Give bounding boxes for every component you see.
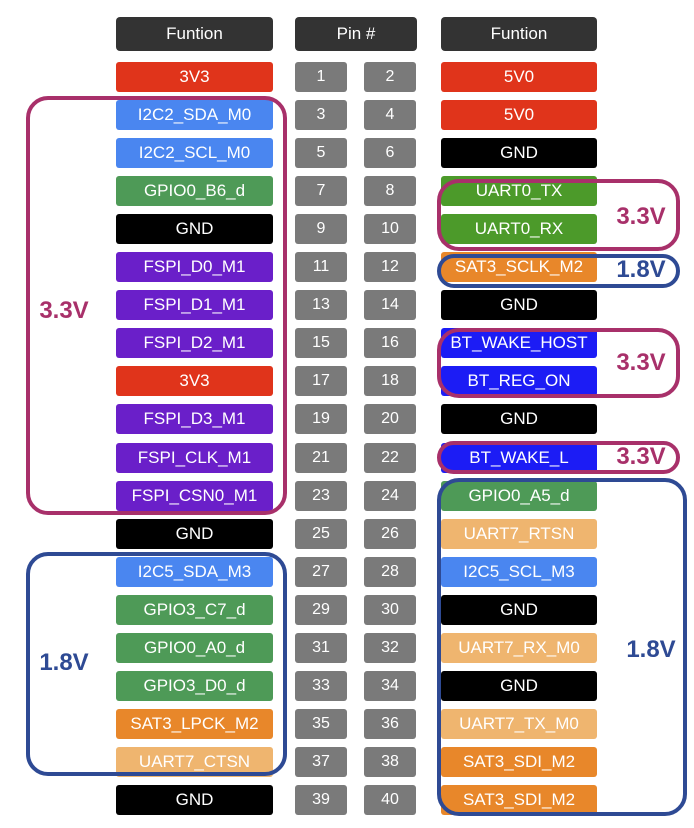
pin-number: 6 xyxy=(364,138,416,169)
header-function: Funtion xyxy=(116,17,273,51)
voltage-label: 3.3V xyxy=(616,443,666,470)
pin-number: 19 xyxy=(295,404,347,435)
function-label: GND xyxy=(116,518,273,549)
voltage-label: 3.3V xyxy=(616,349,666,376)
voltage-group xyxy=(437,328,680,398)
function-label: GND xyxy=(441,290,597,321)
function-label: I2C5_SDA_M3 xyxy=(116,556,273,587)
voltage-group xyxy=(26,96,287,515)
voltage-label: 1.8V xyxy=(626,636,676,663)
function-label: GND xyxy=(441,138,597,169)
pin-number: 32 xyxy=(364,632,416,663)
pin-number: 8 xyxy=(364,176,416,207)
function-label: UART7_CTSN xyxy=(116,746,273,777)
pin-number: 33 xyxy=(295,670,347,701)
function-label: FSPI_CLK_M1 xyxy=(116,442,273,473)
function-label: GPIO3_C7_d xyxy=(116,594,273,625)
pin-number: 14 xyxy=(364,290,416,321)
pin-number: 30 xyxy=(364,594,416,625)
pin-number: 31 xyxy=(295,632,347,663)
voltage-group xyxy=(26,552,287,776)
pin-number: 4 xyxy=(364,100,416,131)
pin-number: 23 xyxy=(295,480,347,511)
function-label: GPIO0_A0_d xyxy=(116,632,273,663)
pin-number: 1 xyxy=(295,62,347,92)
pin-number: 10 xyxy=(364,214,416,245)
function-label: SAT3_SDI_M2 xyxy=(441,746,597,777)
pin-number: 25 xyxy=(295,518,347,549)
function-label: FSPI_CSN0_M1 xyxy=(116,480,273,511)
function-label: SAT3_LPCK_M2 xyxy=(116,708,273,739)
pin-number: 34 xyxy=(364,670,416,701)
pin-number: 2 xyxy=(364,62,416,92)
function-label: I2C5_SCL_M3 xyxy=(441,556,597,587)
function-label: UART0_RX xyxy=(441,214,597,245)
pin-number: 28 xyxy=(364,556,416,587)
function-label: SAT3_SDI_M2 xyxy=(441,784,597,815)
pin-number: 13 xyxy=(295,290,347,321)
function-label: GPIO3_D0_d xyxy=(116,670,273,701)
voltage-group xyxy=(437,478,687,816)
function-label: BT_REG_ON xyxy=(441,366,597,397)
pin-number: 22 xyxy=(364,442,416,473)
voltage-label: 3.3V xyxy=(616,203,666,230)
pin-number: 26 xyxy=(364,518,416,549)
pin-number: 20 xyxy=(364,404,416,435)
voltage-group xyxy=(437,179,680,251)
function-label: GND xyxy=(116,214,273,245)
function-label: GPIO0_B6_d xyxy=(116,176,273,207)
pin-number: 29 xyxy=(295,594,347,625)
pin-number: 12 xyxy=(364,252,416,283)
function-label: 5V0 xyxy=(441,100,597,131)
pin-number: 5 xyxy=(295,138,347,169)
function-label: BT_WAKE_HOST xyxy=(441,328,597,359)
function-label: UART7_RTSN xyxy=(441,518,597,549)
pin-number: 18 xyxy=(364,366,416,397)
pin-number: 3 xyxy=(295,100,347,131)
function-label: GND xyxy=(441,404,597,435)
header-pin: Pin # xyxy=(295,17,417,51)
pin-number: 38 xyxy=(364,746,416,777)
header-function: Funtion xyxy=(441,17,597,51)
voltage-label: 1.8V xyxy=(616,256,666,283)
voltage-group xyxy=(437,441,680,474)
function-label: FSPI_D2_M1 xyxy=(116,328,273,359)
pin-number: 35 xyxy=(295,708,347,739)
function-label: GND xyxy=(441,670,597,701)
pin-number: 9 xyxy=(295,214,347,245)
function-label: GND xyxy=(441,594,597,625)
voltage-group xyxy=(437,254,680,288)
pin-number: 24 xyxy=(364,480,416,511)
function-label: GPIO0_A5_d xyxy=(441,480,597,511)
pin-number: 36 xyxy=(364,708,416,739)
voltage-label: 3.3V xyxy=(39,297,89,324)
function-label: UART7_TX_M0 xyxy=(441,708,597,739)
function-label: I2C2_SCL_M0 xyxy=(116,138,273,169)
function-label: 5V0 xyxy=(441,62,597,92)
pin-number: 40 xyxy=(364,784,416,815)
function-label: 3V3 xyxy=(116,366,273,397)
function-label: 3V3 xyxy=(116,62,273,92)
pin-number: 21 xyxy=(295,442,347,473)
pin-number: 15 xyxy=(295,328,347,359)
pin-number: 17 xyxy=(295,366,347,397)
function-label: FSPI_D3_M1 xyxy=(116,404,273,435)
pin-number: 7 xyxy=(295,176,347,207)
pin-number: 39 xyxy=(295,784,347,815)
pin-number: 27 xyxy=(295,556,347,587)
function-label: GND xyxy=(116,784,273,815)
voltage-label: 1.8V xyxy=(39,649,89,676)
pin-number: 11 xyxy=(295,252,347,283)
pin-number: 37 xyxy=(295,746,347,777)
function-label: I2C2_SDA_M0 xyxy=(116,100,273,131)
function-label: FSPI_D0_M1 xyxy=(116,252,273,283)
function-label: UART7_RX_M0 xyxy=(441,632,597,663)
function-label: FSPI_D1_M1 xyxy=(116,290,273,321)
function-label: BT_WAKE_L xyxy=(441,442,597,473)
pin-number: 16 xyxy=(364,328,416,359)
